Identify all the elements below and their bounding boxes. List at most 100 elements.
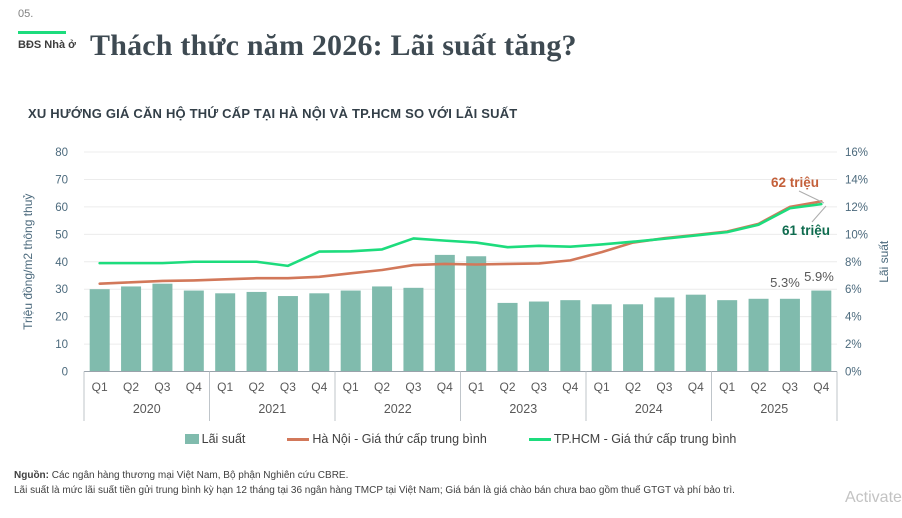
left-tick-label: 40 [55,257,68,269]
right-tick-label: 14% [845,174,868,186]
source-label: Nguồn: [14,470,49,481]
bar-2021-Q3 [277,296,298,372]
legend-hanoi-line-swatch-icon [287,437,310,441]
bar-2020-Q3 [152,283,173,372]
left-axis-title: Triệu đồng/m2 thông thuỷ [21,194,35,330]
bar-2020-Q2 [121,286,142,372]
bar-2021-Q4 [309,293,330,372]
quarter-label: Q2 [249,380,265,394]
bar-2020-Q1 [89,289,110,372]
bar-2021-Q1 [215,293,236,372]
left-tick-label: 20 [55,312,68,324]
bar-2023-Q2 [497,302,518,372]
hcmc-price-line [98,202,823,268]
right-tick-label: 8% [845,257,862,269]
bar-2022-Q2 [372,286,393,372]
annotation-hcmc-end: 61 triệu [782,223,830,238]
quarter-label: Q4 [813,380,829,394]
legend-item-lai-suat: Lãi suất [184,432,246,446]
bar-2022-Q1 [340,290,361,372]
left-tick-label: 50 [55,229,68,241]
right-tick-label: 2% [845,339,862,351]
bar-2023-Q4 [560,300,581,372]
x-axis-labels: Q1 Q2 Q3 Q4 Q1 Q2 Q3 Q4 Q1 Q2 Q3 Q4 Q1 Q2 Q3 Q4 Q1 Q2 Q3 Q4… [92,380,830,416]
quarter-label: Q4 [688,380,704,394]
quarter-label: Q1 [343,380,359,394]
left-tick-label: 70 [55,174,68,186]
section-number: 05. [18,8,34,20]
quarter-label: Q2 [374,380,390,394]
chart-title: XU HƯỚNG GIÁ CĂN HỘ THỨ CẤP TẠI HÀ NỘI V… [28,106,518,121]
bar-2020-Q4 [183,290,204,372]
quarter-label: Q2 [123,380,139,394]
right-tick-label: 6% [845,284,862,296]
quarter-label: Q3 [656,380,672,394]
annotation-rate-q4-2025: 5.9% [804,269,834,284]
left-tick-label: 80 [55,147,68,159]
quarter-label: Q2 [625,380,641,394]
annotation-callout-line [798,190,825,204]
quarter-label: Q1 [92,380,108,394]
left-axis-ticks: 0 10 20 30 40 50 60 70 80 [55,147,68,379]
left-tick-label: 0 [62,367,68,379]
year-label: 2021 [258,402,286,416]
quarter-label: Q3 [154,380,170,394]
left-tick-label: 10 [55,339,68,351]
legend-bar-swatch-icon [184,434,199,444]
quarter-label: Q1 [468,380,484,394]
bar-2023-Q1 [466,256,487,372]
quarter-label: Q2 [500,380,516,394]
bar-2024-Q1 [591,304,612,372]
quarter-label: Q1 [594,380,610,394]
chart-footnotes: Nguồn: Các ngân hàng thương mại Việt Nam… [14,468,735,498]
quarter-label: Q3 [782,380,798,394]
bar-2022-Q4 [434,254,455,372]
year-label: 2024 [635,402,663,416]
bar-2025-Q3 [779,298,800,372]
interest-rate-bars [89,254,832,372]
right-tick-label: 16% [845,147,868,159]
accent-underline [18,31,66,34]
year-label: 2025 [760,402,788,416]
quarter-label: Q4 [437,380,453,394]
bar-2022-Q3 [403,287,424,372]
quarter-label: Q1 [719,380,735,394]
bar-2025-Q1 [717,300,738,372]
year-label: 2020 [133,402,161,416]
year-label: 2023 [509,402,537,416]
quarter-label: Q4 [186,380,202,394]
right-tick-label: 12% [845,202,868,214]
year-label: 2022 [384,402,412,416]
legend-label: Hà Nội - Giá thứ cấp trung bình [312,432,487,446]
bar-2025-Q2 [748,298,769,372]
quarter-label: Q3 [405,380,421,394]
legend-item-hanoi: Hà Nội - Giá thứ cấp trung bình [287,432,487,446]
legend-hcmc-line-swatch-icon [528,437,551,441]
quarter-label: Q4 [562,380,578,394]
source-line: Nguồn: Các ngân hàng thương mại Việt Nam… [14,468,735,483]
right-tick-label: 4% [845,312,862,324]
chart-legend: Lãi suất Hà Nội - Giá thứ cấp trung bình… [84,432,837,446]
right-tick-label: 10% [845,229,868,241]
quarter-label: Q2 [751,380,767,394]
quarter-label: Q1 [217,380,233,394]
quarter-label: Q4 [311,380,327,394]
note-line: Lãi suất là mức lãi suất tiền gửi trung … [14,485,735,496]
bar-2023-Q3 [528,301,549,372]
right-axis-ticks: 0% 2% 4% 6% 8% 10% 12% 14% 16% [845,147,868,379]
bar-2024-Q4 [685,294,706,372]
bar-2024-Q3 [654,297,675,372]
annotation-callout-line [811,205,827,223]
legend-label: Lãi suất [201,432,246,446]
legend-label: TP.HCM - Giá thứ cấp trung bình [553,432,737,446]
quarter-label: Q3 [531,380,547,394]
quarter-label: Q3 [280,380,296,394]
right-tick-label: 0% [845,367,862,379]
bar-2021-Q2 [246,291,267,372]
bar-2025-Q4 [811,290,832,372]
left-tick-label: 30 [55,284,68,296]
annotation-rate-q3-2025: 5.3% [770,275,800,290]
left-tick-label: 60 [55,202,68,214]
